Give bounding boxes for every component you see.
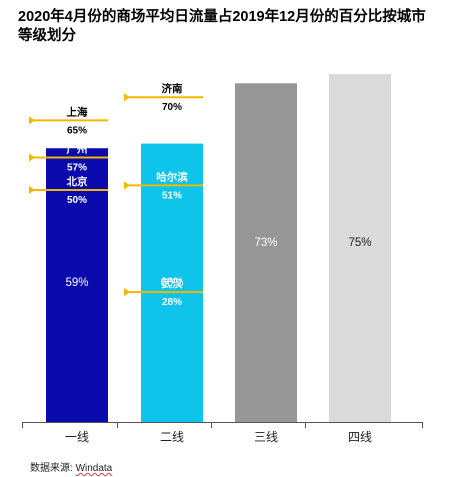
city-value-label: 57% — [67, 163, 87, 174]
source-value: Windata — [75, 463, 113, 474]
bar-1 — [46, 148, 108, 423]
bar-4 — [329, 74, 391, 422]
bar-2 — [141, 143, 203, 422]
bar-3 — [235, 83, 297, 422]
city-name-label: 济南 — [162, 82, 183, 95]
chart-title: 2020年4月份的商场平均日流量占2019年12月份的百分比按城市等级划分 — [18, 9, 426, 44]
category-label: 二线 — [160, 430, 184, 444]
bar-value-label: 59% — [65, 277, 88, 289]
city-marker-arrow — [29, 116, 35, 125]
city-value-label: 28% — [162, 297, 182, 308]
city-value-label: 70% — [162, 102, 182, 113]
city-name-label: 武汉 — [162, 277, 183, 290]
city-value-label: 51% — [162, 190, 182, 201]
city-marker-arrow — [29, 153, 35, 162]
bar-value-label: 75% — [348, 237, 371, 249]
source-note: 数据来源: Windata — [30, 459, 112, 474]
city-marker-arrow — [124, 288, 130, 297]
category-label: 四线 — [348, 430, 372, 444]
bar-value-label: 60% — [160, 277, 183, 289]
city-name-label: 北京 — [67, 175, 88, 188]
category-label: 一线 — [65, 430, 89, 444]
city-name-label: 上海 — [67, 105, 88, 118]
category-label: 三线 — [254, 430, 278, 444]
city-name-label: 哈尔滨 — [156, 170, 188, 183]
city-name-label: 广州 — [67, 143, 88, 156]
city-value-label: 65% — [67, 125, 87, 136]
source-label: 数据来源: — [30, 463, 73, 474]
city-marker-arrow — [29, 186, 35, 194]
city-marker-arrow — [124, 181, 130, 190]
city-value-label: 50% — [67, 195, 87, 206]
bar-value-label: 73% — [254, 237, 277, 249]
city-marker-arrow — [124, 93, 130, 102]
